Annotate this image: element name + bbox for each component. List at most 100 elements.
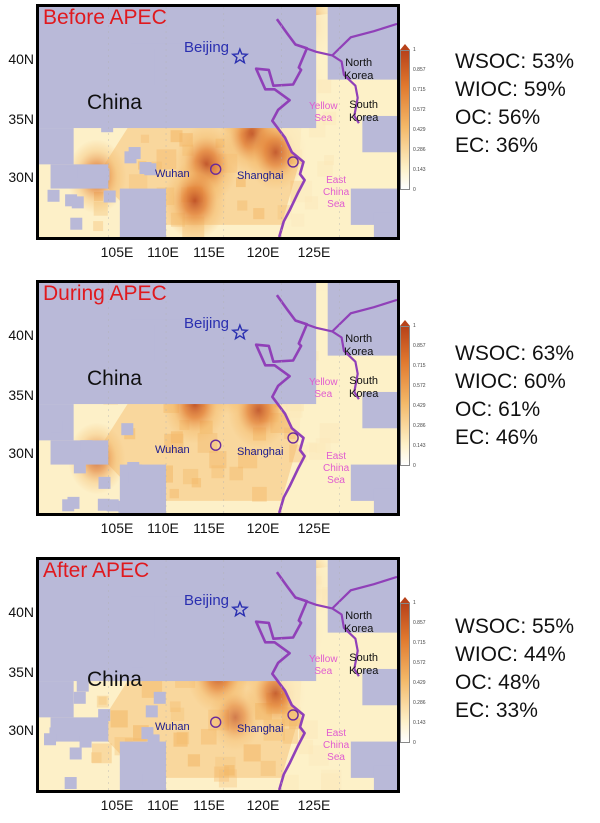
wsoc-stat: WSOC: 55% bbox=[455, 615, 575, 638]
missing-data-block bbox=[128, 471, 141, 484]
lon-tick-label: 120E bbox=[246, 244, 280, 260]
missing-data-block bbox=[69, 747, 82, 760]
latitude-axis: 40N 35N 30N bbox=[0, 276, 36, 516]
korea-border bbox=[331, 298, 397, 333]
missing-data-block bbox=[39, 49, 155, 86]
grid-cell bbox=[169, 488, 179, 499]
colorbar-tick-label: 1 bbox=[413, 47, 416, 53]
missing-data-block bbox=[373, 212, 397, 237]
east-china-sea-label: East China Sea bbox=[323, 728, 350, 763]
lon-tick-label: 125E bbox=[297, 244, 331, 260]
lat-tick-label: 35N bbox=[8, 111, 34, 127]
missing-data-block bbox=[362, 668, 397, 706]
wsoc-stat: WSOC: 63% bbox=[455, 342, 575, 365]
concentration-map: After APEC China Beijing Wuhan Shanghai … bbox=[36, 557, 400, 793]
colorbar-tick-label: 0.143 bbox=[413, 720, 426, 726]
grid-cell bbox=[191, 478, 202, 488]
beijing-star-icon bbox=[230, 47, 249, 65]
longitude-axis: 105E 110E 115E 120E 125E bbox=[36, 244, 400, 264]
missing-data-block bbox=[373, 488, 397, 513]
wsoc-stat: WSOC: 53% bbox=[455, 50, 575, 73]
grid-cell bbox=[243, 744, 261, 762]
beijing-label: Beijing bbox=[184, 315, 230, 332]
lat-tick-label: 35N bbox=[8, 664, 34, 680]
grid-cell bbox=[209, 451, 227, 469]
colorbar-gradient bbox=[400, 50, 410, 190]
grid-cell bbox=[98, 696, 107, 705]
grid-cell bbox=[224, 765, 235, 776]
china-label: China bbox=[87, 367, 142, 390]
beijing-star-icon bbox=[230, 323, 249, 341]
wioc-stat: WIOC: 60% bbox=[455, 370, 566, 393]
missing-data-block bbox=[153, 691, 166, 704]
colorbar-tick-label: 0.715 bbox=[413, 640, 426, 646]
colorbar-arrow-icon bbox=[400, 320, 410, 326]
missing-data-block bbox=[65, 166, 78, 179]
grid-cell bbox=[213, 766, 230, 782]
colorbar: 1 0.857 0.715 0.572 0.429 0.286 0.143 0 bbox=[400, 320, 426, 469]
colorbar-tick-label: 0.715 bbox=[413, 363, 426, 369]
grid-cell bbox=[156, 149, 177, 170]
grid-cell bbox=[140, 134, 150, 143]
china-label: China bbox=[87, 668, 142, 691]
shanghai-marker-icon bbox=[287, 432, 299, 444]
china-label: China bbox=[87, 91, 142, 114]
missing-data-block bbox=[44, 733, 57, 746]
map-panel-before: 40N 35N 30N Before APEC China Beijing Wu… bbox=[0, 0, 600, 270]
yellow-sea-label: Yellow Sea bbox=[309, 377, 338, 400]
concentration-map: During APEC China Beijing Wuhan Shanghai… bbox=[36, 280, 400, 516]
missing-data-block bbox=[80, 440, 93, 453]
colorbar-arrow-icon bbox=[400, 597, 410, 603]
panel-title: During APEC bbox=[43, 282, 167, 305]
grid-cell bbox=[173, 732, 188, 747]
missing-data-block bbox=[118, 500, 131, 513]
colorbar-tick-label: 0 bbox=[413, 740, 416, 746]
yellow-sea-label: Yellow Sea bbox=[309, 101, 338, 124]
grid-cell bbox=[169, 701, 181, 713]
lat-tick-label: 35N bbox=[8, 387, 34, 403]
grid-cell bbox=[237, 200, 248, 211]
colorbar-tick-label: 0.572 bbox=[413, 107, 426, 113]
missing-data-block bbox=[131, 25, 201, 44]
missing-data-block bbox=[131, 667, 144, 680]
lat-tick-label: 40N bbox=[8, 51, 34, 67]
beijing-star-icon bbox=[230, 600, 249, 618]
missing-data-block bbox=[119, 741, 167, 790]
south-korea-label: South Korea bbox=[349, 99, 379, 124]
missing-data-block bbox=[50, 420, 63, 433]
longitude-axis: 105E 110E 115E 120E 125E bbox=[36, 520, 400, 540]
grid-cell bbox=[164, 433, 184, 453]
colorbar: 1 0.857 0.715 0.572 0.429 0.286 0.143 0 bbox=[400, 597, 426, 746]
missing-data-block bbox=[73, 691, 86, 704]
colorbar-tick-label: 0.572 bbox=[413, 660, 426, 666]
colorbar-tick-label: 0.286 bbox=[413, 147, 426, 153]
longitude-axis: 105E 110E 115E 120E 125E bbox=[36, 797, 400, 817]
oc-stat: OC: 56% bbox=[455, 106, 541, 129]
wuhan-label: Wuhan bbox=[155, 444, 190, 456]
colorbar-tick-label: 0.143 bbox=[413, 167, 426, 173]
colorbar-tick-label: 0.715 bbox=[413, 87, 426, 93]
hotspot bbox=[163, 161, 227, 237]
china-coastline bbox=[254, 294, 309, 513]
shanghai-label: Shanghai bbox=[237, 170, 284, 182]
missing-data-block bbox=[70, 217, 83, 230]
colorbar-tick-label: 0.429 bbox=[413, 127, 426, 133]
percentage-stats: WSOC: 55% WIOC: 44% OC: 48% EC: 33% bbox=[455, 613, 574, 725]
grid-cell bbox=[252, 486, 267, 502]
grid-cell bbox=[151, 161, 162, 172]
lon-tick-label: 110E bbox=[147, 520, 179, 536]
missing-data-block bbox=[39, 681, 74, 718]
missing-data-block bbox=[98, 476, 111, 489]
colorbar-gradient bbox=[400, 603, 410, 743]
grid-cell bbox=[170, 707, 185, 721]
concentration-map: Before APEC China Beijing Wuhan Shanghai… bbox=[36, 4, 400, 240]
missing-data-block bbox=[101, 120, 114, 133]
missing-data-block bbox=[362, 391, 397, 429]
missing-data-block bbox=[147, 734, 160, 747]
wioc-stat: WIOC: 44% bbox=[455, 643, 566, 666]
missing-data-block bbox=[79, 735, 92, 748]
grid-cell bbox=[110, 710, 128, 728]
east-china-sea-label: East China Sea bbox=[323, 175, 350, 210]
yellow-sea-label: Yellow Sea bbox=[309, 654, 338, 677]
missing-data-block bbox=[71, 196, 84, 209]
